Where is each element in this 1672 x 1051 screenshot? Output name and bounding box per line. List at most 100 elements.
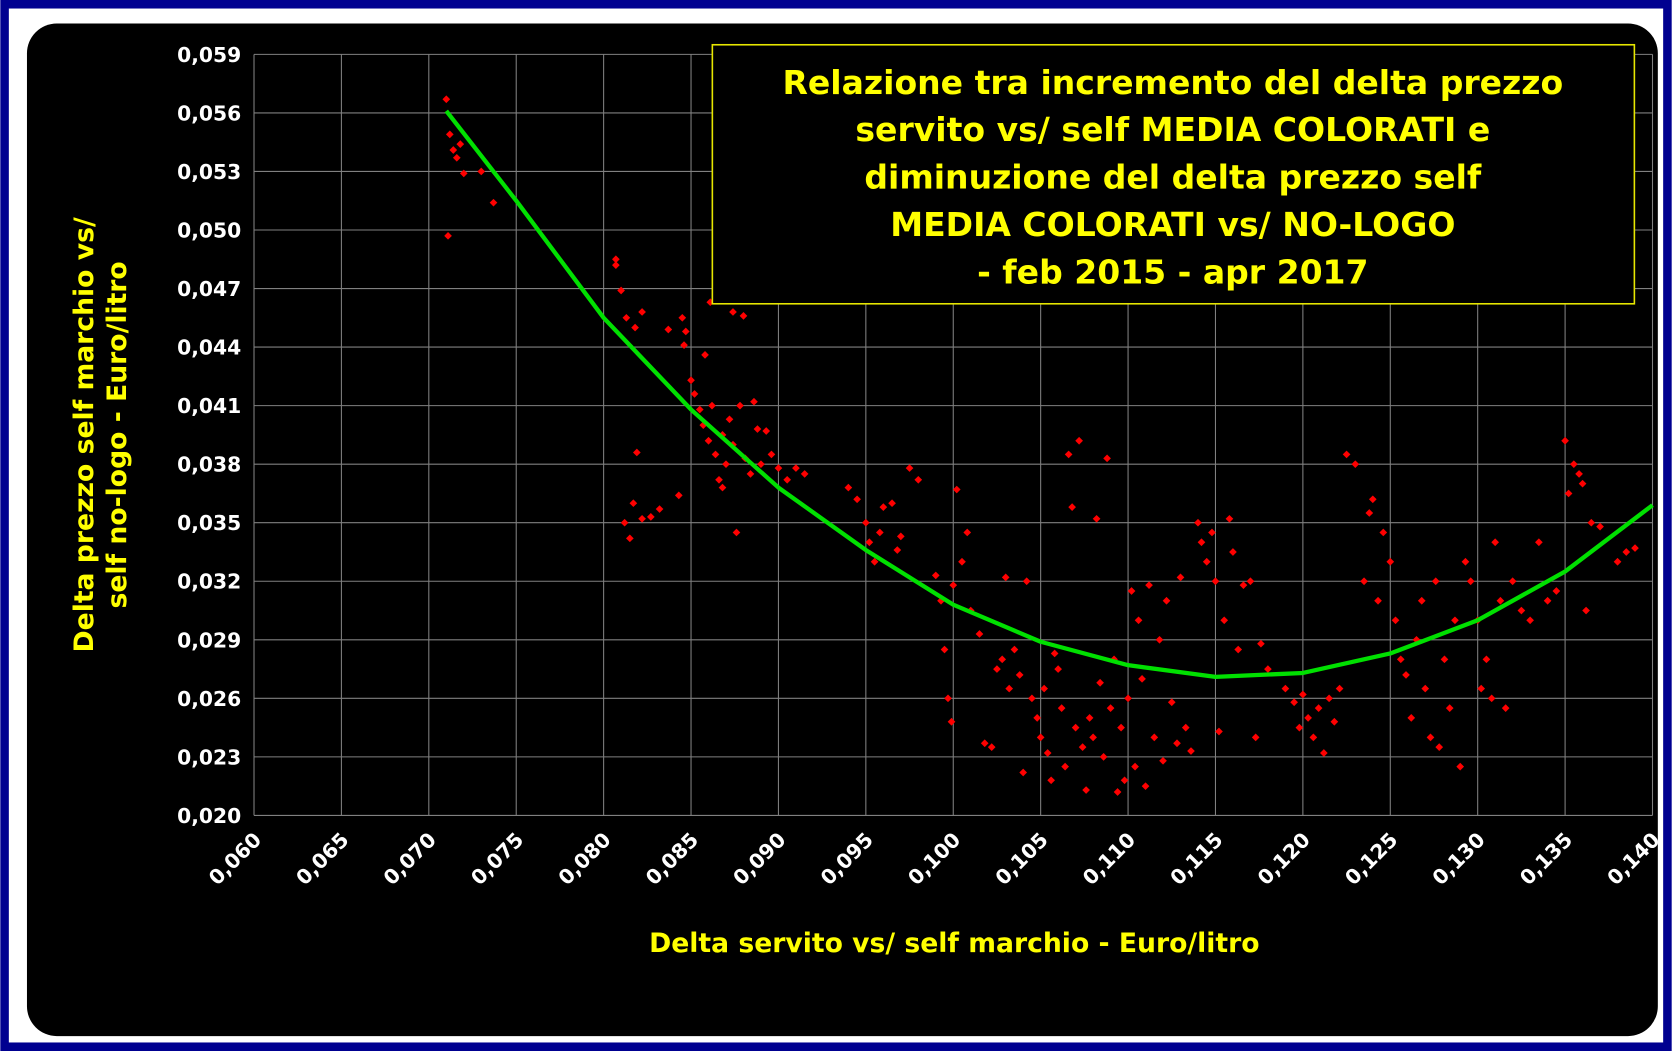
point [1187, 747, 1195, 755]
point [844, 483, 853, 492]
point [626, 534, 634, 543]
point [1379, 528, 1388, 537]
y-tick-label: 0,032 [177, 570, 241, 594]
point [1391, 616, 1400, 625]
point [1320, 749, 1328, 757]
point [1150, 733, 1159, 742]
point [1417, 596, 1426, 605]
point [681, 327, 690, 336]
point [1368, 495, 1377, 504]
point [452, 153, 461, 162]
point [1264, 665, 1272, 673]
point [1068, 503, 1076, 511]
y-tick-label: 0,056 [177, 101, 241, 125]
point [1466, 577, 1475, 586]
point [1225, 514, 1234, 523]
point [750, 397, 758, 406]
point [1461, 557, 1470, 566]
point [1435, 743, 1444, 751]
point [1033, 714, 1041, 722]
y-tick-label: 0,038 [177, 453, 241, 477]
point [905, 464, 914, 472]
point [699, 421, 708, 429]
point [477, 167, 486, 176]
y-axis-label: Delta prezzo self marchio vs/ [69, 217, 100, 652]
point [444, 232, 452, 240]
point [1162, 596, 1171, 605]
x-axis-label: Delta servito vs/ self marchio - Euro/li… [649, 928, 1259, 959]
point [1421, 684, 1430, 693]
y-tick-label: 0,044 [177, 336, 241, 360]
point [944, 694, 952, 703]
point [722, 460, 730, 469]
point [617, 286, 625, 295]
title-line: Relazione tra incremento del delta prezz… [782, 63, 1563, 102]
point [1246, 577, 1255, 586]
point [931, 571, 940, 580]
point [629, 499, 638, 508]
point [1596, 522, 1604, 531]
point [1099, 753, 1108, 761]
point [1138, 674, 1146, 683]
point [1010, 645, 1019, 654]
y-tick-label: 0,029 [177, 628, 241, 652]
point [1061, 762, 1069, 771]
point [739, 312, 748, 320]
point [633, 448, 641, 457]
point [1167, 698, 1176, 707]
title-box [711, 43, 1636, 305]
point [1304, 714, 1312, 722]
point [963, 528, 972, 537]
point [1487, 694, 1496, 703]
point [1295, 723, 1304, 732]
point [664, 325, 673, 334]
title: Relazione tra incremento del delta prezz… [782, 63, 1563, 292]
point [1019, 768, 1028, 777]
point [445, 130, 454, 139]
point [879, 503, 888, 511]
y-tick-label: 0,023 [177, 745, 241, 769]
point [1092, 514, 1101, 523]
point [732, 528, 741, 537]
point [1622, 548, 1631, 556]
point [1257, 639, 1265, 648]
point [1211, 577, 1220, 586]
point [1451, 616, 1459, 625]
title-line: MEDIA COLORATI vs/ NO-LOGO [890, 205, 1455, 244]
point [1194, 518, 1202, 527]
point [1057, 704, 1066, 712]
point [1005, 684, 1014, 693]
point [1159, 756, 1167, 765]
point [774, 464, 783, 472]
point [1117, 723, 1125, 732]
point [952, 485, 961, 494]
point [1552, 587, 1561, 595]
point [1106, 704, 1115, 712]
point [690, 390, 699, 398]
point [914, 475, 923, 484]
y-tick-label: 0,050 [177, 218, 241, 242]
point [1374, 596, 1382, 605]
point [1526, 616, 1534, 625]
point [753, 425, 762, 433]
point [1078, 743, 1087, 751]
point [980, 739, 989, 748]
point [489, 198, 498, 207]
point [1085, 714, 1094, 722]
point [1569, 460, 1578, 469]
point [1426, 733, 1435, 742]
point [1407, 714, 1416, 722]
point [1239, 581, 1248, 589]
point [1181, 723, 1190, 732]
point [1290, 698, 1298, 707]
title-line: diminuzione del delta prezzo self [864, 158, 1482, 197]
point [1145, 581, 1153, 589]
point [1496, 596, 1505, 605]
point [1131, 762, 1139, 771]
point [1431, 577, 1440, 586]
point [725, 415, 734, 424]
point [1089, 733, 1097, 742]
point [711, 450, 720, 459]
